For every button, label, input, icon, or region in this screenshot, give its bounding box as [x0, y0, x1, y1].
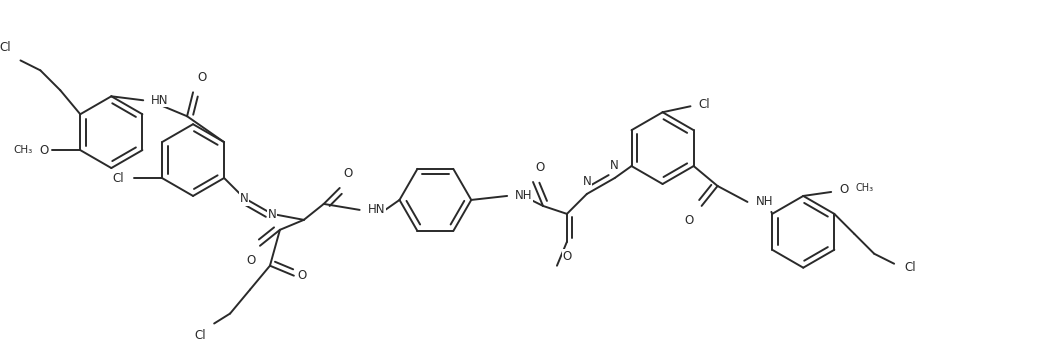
Text: O: O — [298, 269, 307, 282]
Text: O: O — [344, 167, 353, 180]
Text: O: O — [562, 250, 571, 263]
Text: HN: HN — [151, 94, 169, 107]
Text: O: O — [197, 71, 206, 84]
Text: O: O — [39, 144, 48, 157]
Text: NH: NH — [515, 189, 533, 202]
Text: N: N — [582, 175, 592, 188]
Text: Cl: Cl — [113, 172, 124, 185]
Text: NH: NH — [755, 195, 772, 209]
Text: N: N — [239, 192, 248, 205]
Text: Cl: Cl — [698, 98, 710, 111]
Text: Cl: Cl — [195, 329, 206, 342]
Text: Cl: Cl — [904, 261, 916, 274]
Text: O: O — [839, 184, 848, 197]
Text: O: O — [247, 254, 256, 267]
Text: N: N — [267, 208, 277, 221]
Text: CH₃: CH₃ — [13, 145, 32, 155]
Text: Cl: Cl — [0, 41, 11, 54]
Text: CH₃: CH₃ — [855, 183, 874, 193]
Text: HN: HN — [368, 203, 385, 216]
Text: N: N — [611, 159, 619, 172]
Text: O: O — [535, 161, 545, 174]
Text: O: O — [684, 214, 694, 227]
